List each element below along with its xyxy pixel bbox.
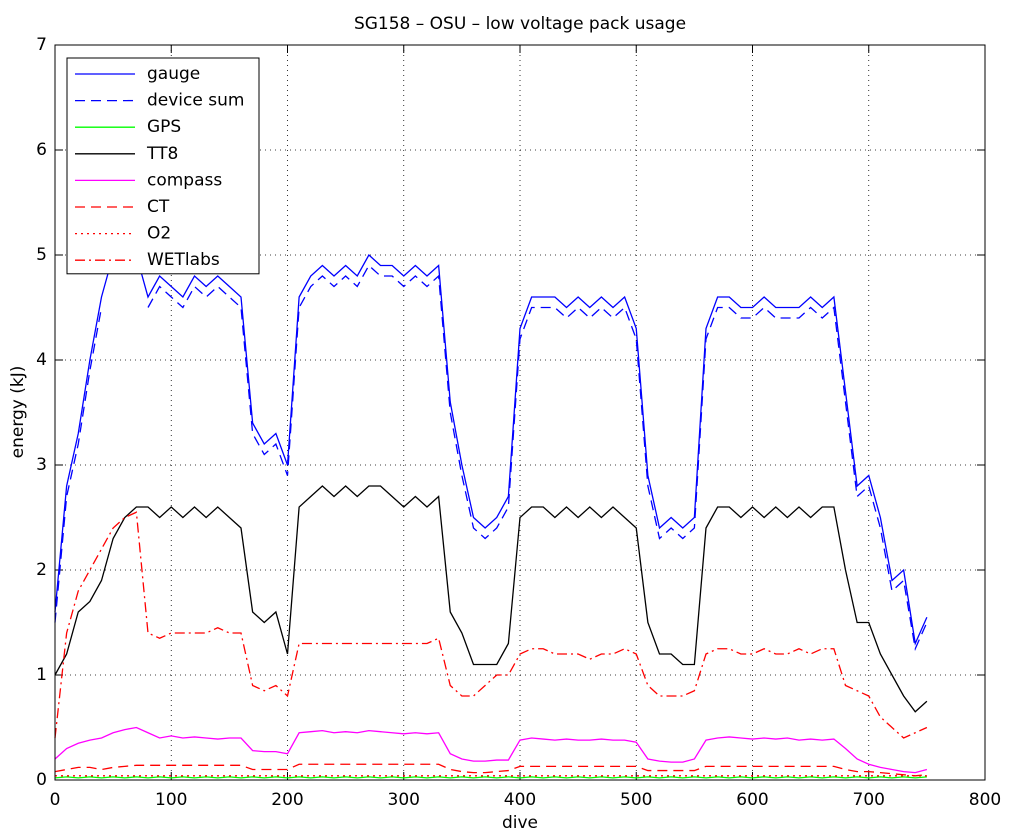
legend-box [66, 57, 260, 275]
x-axis-label: dive [502, 813, 538, 833]
legend-label: CT [147, 197, 170, 217]
series-line [54, 763, 927, 777]
y-tick-label: 4 [36, 350, 47, 370]
x-tick-label: 300 [388, 790, 420, 810]
series-line [147, 264, 928, 651]
x-tick-label: 500 [620, 790, 652, 810]
y-tick-label: 2 [36, 560, 47, 580]
x-tick-label: 100 [155, 790, 187, 810]
y-tick-label: 3 [36, 455, 47, 475]
legend-label: compass [147, 170, 222, 190]
x-tick-label: 0 [50, 790, 61, 810]
series-line [54, 485, 928, 713]
legend-label: O2 [147, 224, 171, 244]
y-tick-label: 6 [36, 140, 47, 160]
y-tick-label: 5 [36, 245, 47, 265]
series-line [54, 253, 928, 646]
legend-label: GPS [147, 117, 181, 137]
y-tick-label: 1 [36, 665, 47, 685]
x-tick-label: 700 [853, 790, 885, 810]
legend-label: TT8 [146, 144, 178, 164]
series-line [54, 511, 928, 739]
legend-label: device sum [147, 91, 244, 111]
x-tick-label: 200 [271, 790, 303, 810]
legend-label: gauge [147, 64, 200, 84]
chart-title: SG158 – OSU – low voltage pack usage [354, 14, 686, 34]
x-tick-label: 800 [969, 790, 1001, 810]
series-line [54, 726, 928, 774]
x-tick-label: 400 [504, 790, 536, 810]
legend: gauge device sum GPS TT8 compass CT O2 WETlabs [66, 57, 260, 275]
series-line [54, 307, 103, 623]
plot-frame [54, 44, 986, 781]
y-axis-label: energy (kJ) [8, 366, 28, 459]
y-tick-label: 0 [36, 770, 47, 790]
y-tick-label: 7 [36, 35, 47, 55]
series-line [54, 776, 927, 779]
x-tick-label: 600 [736, 790, 768, 810]
legend-label: WETlabs [147, 250, 220, 270]
